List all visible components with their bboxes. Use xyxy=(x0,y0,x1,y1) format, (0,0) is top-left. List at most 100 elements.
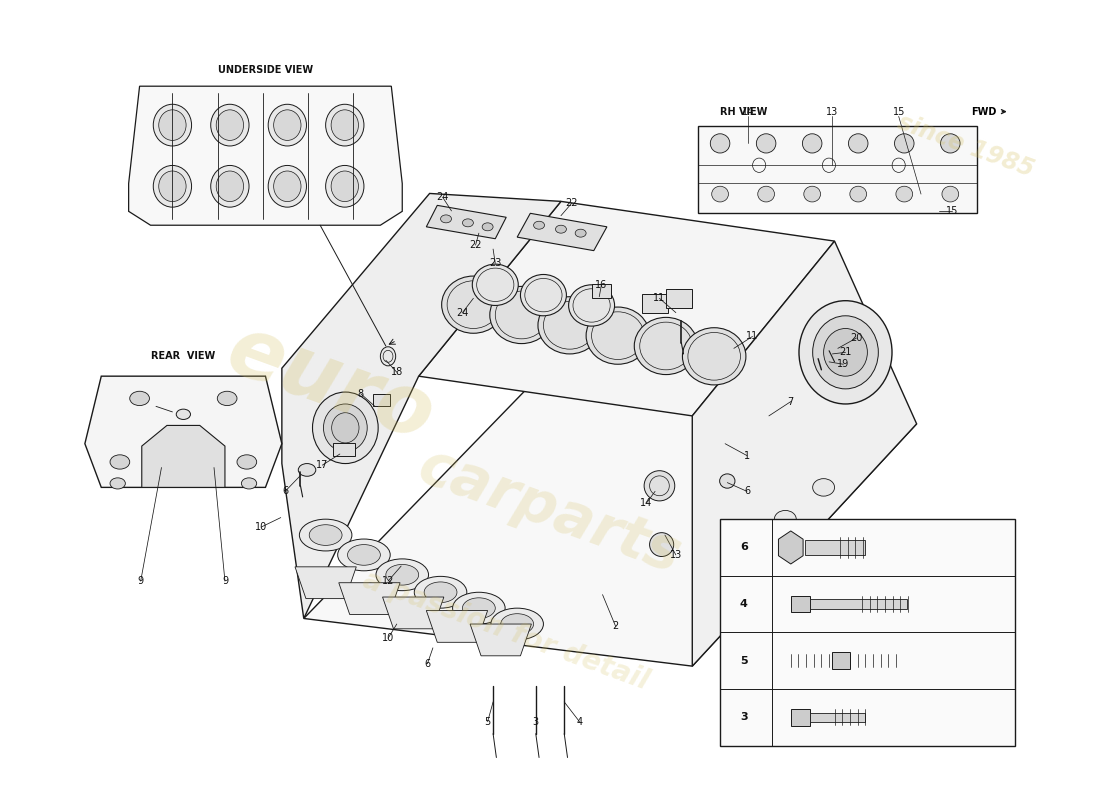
Text: 5: 5 xyxy=(740,656,748,666)
Text: 18: 18 xyxy=(390,367,403,377)
Ellipse shape xyxy=(556,226,566,233)
Bar xyxy=(666,289,692,308)
Ellipse shape xyxy=(312,392,378,463)
Ellipse shape xyxy=(635,318,697,374)
Ellipse shape xyxy=(309,525,342,546)
Ellipse shape xyxy=(441,276,505,334)
Text: 20: 20 xyxy=(850,333,862,343)
Ellipse shape xyxy=(376,559,429,590)
Text: 14: 14 xyxy=(741,106,755,117)
Polygon shape xyxy=(85,376,282,487)
Ellipse shape xyxy=(153,104,191,146)
Polygon shape xyxy=(692,241,916,666)
Ellipse shape xyxy=(452,592,505,624)
Ellipse shape xyxy=(804,186,821,202)
Ellipse shape xyxy=(326,104,364,146)
Ellipse shape xyxy=(274,110,301,141)
Ellipse shape xyxy=(441,215,451,223)
Text: 19: 19 xyxy=(837,359,849,370)
Polygon shape xyxy=(517,214,607,250)
Ellipse shape xyxy=(894,134,914,153)
Text: 23: 23 xyxy=(490,258,502,268)
Text: 5: 5 xyxy=(484,717,491,726)
Ellipse shape xyxy=(110,455,130,469)
Ellipse shape xyxy=(682,328,746,385)
Ellipse shape xyxy=(268,166,307,207)
Text: 1: 1 xyxy=(744,450,750,461)
Bar xyxy=(642,294,668,313)
Ellipse shape xyxy=(153,166,191,207)
Text: UNDERSIDE VIEW: UNDERSIDE VIEW xyxy=(218,66,314,75)
Ellipse shape xyxy=(490,286,553,343)
Bar xyxy=(697,126,977,214)
Polygon shape xyxy=(295,567,356,598)
Text: 22: 22 xyxy=(565,198,579,208)
Polygon shape xyxy=(142,426,224,487)
Ellipse shape xyxy=(425,582,456,602)
Text: 10: 10 xyxy=(255,522,267,532)
Bar xyxy=(811,599,906,609)
Ellipse shape xyxy=(799,301,892,404)
Text: 2: 2 xyxy=(613,622,619,631)
Text: 9: 9 xyxy=(222,576,228,586)
Ellipse shape xyxy=(274,171,301,202)
Text: 21: 21 xyxy=(839,347,851,358)
Ellipse shape xyxy=(895,186,913,202)
Text: 4: 4 xyxy=(740,599,748,609)
Ellipse shape xyxy=(824,329,868,376)
Text: REAR  VIEW: REAR VIEW xyxy=(151,351,216,362)
Text: 22: 22 xyxy=(470,240,482,250)
Ellipse shape xyxy=(331,110,359,141)
Ellipse shape xyxy=(323,404,367,452)
Polygon shape xyxy=(339,582,400,614)
Polygon shape xyxy=(304,376,916,666)
Text: euro: euro xyxy=(217,310,446,459)
Text: 13: 13 xyxy=(670,550,682,560)
Ellipse shape xyxy=(500,614,534,634)
Polygon shape xyxy=(427,610,487,642)
Bar xyxy=(805,540,866,554)
Text: 6: 6 xyxy=(282,486,288,496)
Ellipse shape xyxy=(236,455,256,469)
Bar xyxy=(791,709,811,726)
Text: 24: 24 xyxy=(456,308,469,318)
Ellipse shape xyxy=(940,134,960,153)
Text: 14: 14 xyxy=(640,498,652,508)
Text: 12: 12 xyxy=(382,576,394,586)
Ellipse shape xyxy=(575,229,586,237)
Ellipse shape xyxy=(711,134,729,153)
Bar xyxy=(592,284,612,298)
Ellipse shape xyxy=(241,478,256,489)
Text: 7: 7 xyxy=(788,397,794,406)
Ellipse shape xyxy=(298,463,316,476)
Text: 16: 16 xyxy=(595,280,607,290)
Ellipse shape xyxy=(299,519,352,551)
Text: 24: 24 xyxy=(437,193,449,202)
Ellipse shape xyxy=(850,186,867,202)
Bar xyxy=(791,596,811,612)
Ellipse shape xyxy=(538,297,602,354)
Ellipse shape xyxy=(491,608,543,640)
Ellipse shape xyxy=(520,274,566,316)
Text: RH VIEW: RH VIEW xyxy=(719,106,767,117)
Ellipse shape xyxy=(650,533,673,557)
Ellipse shape xyxy=(268,104,307,146)
Ellipse shape xyxy=(757,134,776,153)
Ellipse shape xyxy=(386,565,419,585)
Text: 6: 6 xyxy=(425,658,430,669)
Text: 13: 13 xyxy=(826,106,838,117)
Bar xyxy=(719,519,1015,746)
Polygon shape xyxy=(427,206,506,238)
Text: 6: 6 xyxy=(740,542,748,553)
Text: FWD: FWD xyxy=(971,106,1005,117)
Ellipse shape xyxy=(813,316,878,389)
Polygon shape xyxy=(419,202,835,416)
Ellipse shape xyxy=(211,104,249,146)
Ellipse shape xyxy=(758,186,774,202)
Ellipse shape xyxy=(848,134,868,153)
Text: 11: 11 xyxy=(746,331,759,342)
Text: 6: 6 xyxy=(744,486,750,496)
Ellipse shape xyxy=(130,391,150,406)
Ellipse shape xyxy=(381,346,396,366)
Ellipse shape xyxy=(462,598,495,618)
